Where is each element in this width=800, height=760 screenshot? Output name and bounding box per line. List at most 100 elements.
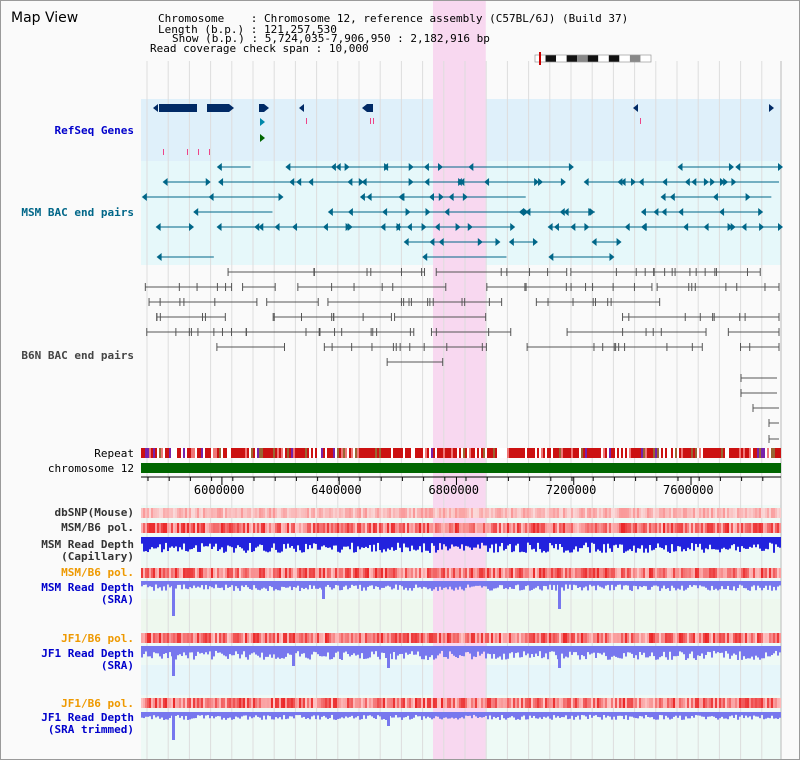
msm-depth-sra-bar	[353, 581, 355, 586]
jf1-pol-2-mark	[191, 698, 193, 708]
repeat-mark	[513, 448, 515, 458]
jf1-depth-trim-bar	[175, 712, 177, 716]
msm-depth-cap-bar	[275, 537, 277, 550]
msm-pol-2-mark	[635, 568, 637, 578]
track-label-msm-pol-2[interactable]: MSM/B6 pol.	[61, 566, 134, 579]
dbsnp-mark	[725, 508, 727, 518]
msm-pol-mark	[715, 523, 717, 533]
jf1-pol-mark	[409, 633, 411, 643]
msm-depth-cap-bar	[429, 537, 431, 553]
track-label-refseq[interactable]: RefSeq Genes	[54, 124, 134, 137]
jf1-pol-mark	[337, 633, 339, 643]
msm-pol-2-mark	[711, 568, 713, 578]
jf1-pol-2-mark	[195, 698, 197, 708]
jf1-pol-2-mark	[571, 698, 573, 708]
dbsnp-mark	[411, 508, 413, 518]
msm-pol-2-mark	[455, 568, 457, 578]
jf1-pol-2-mark	[529, 698, 531, 708]
msm-pol-2-mark	[617, 568, 619, 578]
jf1-pol-mark	[477, 633, 479, 643]
msm-depth-cap-bar	[675, 537, 677, 552]
msm-depth-cap-bar	[147, 537, 149, 553]
jf1-depth-trim-bar	[625, 712, 627, 716]
jf1-pol-mark	[183, 633, 185, 643]
jf1-depth-trim-bar	[621, 712, 623, 716]
msm-pol-mark	[529, 523, 531, 533]
jf1-pol-mark	[523, 633, 525, 643]
msm-pol-mark	[459, 523, 461, 533]
jf1-depth-trim-bar	[233, 712, 235, 720]
msm-pol-2-mark	[269, 568, 271, 578]
msm-bac-end	[347, 223, 353, 231]
jf1-pol-2-mark	[627, 698, 629, 708]
msm-pol-2-mark	[359, 568, 361, 578]
jf1-depth-trim-bar	[357, 712, 359, 717]
msm-pol-mark	[365, 523, 367, 533]
jf1-depth-trim-bar	[235, 712, 237, 717]
dbsnp-mark	[757, 508, 759, 518]
repeat-mark	[595, 448, 597, 458]
msm-depth-cap-bar	[523, 537, 525, 553]
msm-depth-sra-bar	[169, 581, 171, 588]
msm-depth-cap-bar	[689, 537, 691, 550]
msm-pol-mark	[625, 523, 627, 533]
track-label-dbsnp[interactable]: dbSNP(Mouse)	[54, 506, 134, 519]
msm-depth-cap-bar	[683, 537, 685, 550]
msm-pol-mark	[437, 523, 439, 533]
jf1-pol-mark	[359, 633, 361, 643]
jf1-pol-mark	[235, 633, 237, 643]
dbsnp-mark	[357, 508, 359, 518]
jf1-pol-mark	[759, 633, 761, 643]
repeat-mark	[201, 448, 203, 458]
dbsnp-mark	[143, 508, 145, 518]
msm-pol-2-mark	[551, 568, 553, 578]
track-label-b6n-bac[interactable]: B6N BAC end pairs	[21, 349, 134, 362]
track-label-msm-bac[interactable]: MSM BAC end pairs	[21, 206, 134, 219]
jf1-depth-trim-bar	[443, 712, 445, 718]
msm-bac-end	[462, 193, 468, 201]
track-label-jf1-depth-sra[interactable]: JF1 Read Depth (SRA)	[41, 648, 134, 672]
msm-pol-2-mark	[255, 568, 257, 578]
jf1-depth-trim-bar	[573, 712, 575, 720]
jf1-pol-2-mark	[379, 698, 381, 708]
track-label-jf1-pol-2[interactable]: JF1/B6 pol.	[61, 697, 134, 710]
msm-depth-sra-bar	[483, 581, 485, 587]
jf1-depth-sra-bar	[509, 646, 511, 654]
msm-pol-mark	[701, 523, 703, 533]
msm-pol-mark	[501, 523, 503, 533]
msm-pol-mark	[443, 523, 445, 533]
msm-depth-cap-bar	[407, 537, 409, 548]
track-label-msm-pol[interactable]: MSM/B6 pol.	[61, 521, 134, 534]
msm-depth-sra-bar	[317, 581, 319, 589]
jf1-pol-2-mark	[417, 698, 419, 708]
repeat-mark	[205, 448, 207, 458]
msm-depth-cap-bar	[377, 537, 379, 543]
repeat-mark	[541, 448, 543, 458]
repeat-mark	[183, 448, 185, 458]
track-label-jf1-depth-trim[interactable]: JF1 Read Depth (SRA trimmed)	[41, 712, 134, 736]
jf1-pol-2-mark	[159, 698, 161, 708]
repeat-mark	[761, 448, 763, 458]
msm-pol-2-mark	[657, 568, 659, 578]
dbsnp-mark	[349, 508, 351, 518]
msm-depth-sra-bar	[429, 581, 431, 589]
track-label-msm-depth-cap[interactable]: MSM Read Depth (Capillary)	[41, 539, 134, 563]
jf1-pol-mark	[647, 633, 649, 643]
jf1-depth-sra-bar	[307, 646, 309, 659]
msm-pol-2-mark	[539, 568, 541, 578]
jf1-depth-sra-bar	[159, 646, 161, 657]
track-label-jf1-pol[interactable]: JF1/B6 pol.	[61, 632, 134, 645]
msm-depth-sra-bar	[629, 581, 631, 591]
track-label-msm-depth-sra[interactable]: MSM Read Depth (SRA)	[41, 582, 134, 606]
msm-depth-cap-bar	[345, 537, 347, 547]
msm-pol-2-mark	[735, 568, 737, 578]
msm-depth-sra-bar	[211, 581, 213, 588]
msm-pol-2-mark	[207, 568, 209, 578]
jf1-depth-sra-bar	[595, 646, 597, 658]
msm-pol-2-mark	[559, 568, 561, 578]
repeat-mark	[733, 448, 735, 458]
jf1-pol-mark	[163, 633, 165, 643]
dbsnp-mark	[285, 508, 287, 518]
jf1-pol-mark	[245, 633, 247, 643]
jf1-depth-trim-bar	[491, 712, 493, 720]
